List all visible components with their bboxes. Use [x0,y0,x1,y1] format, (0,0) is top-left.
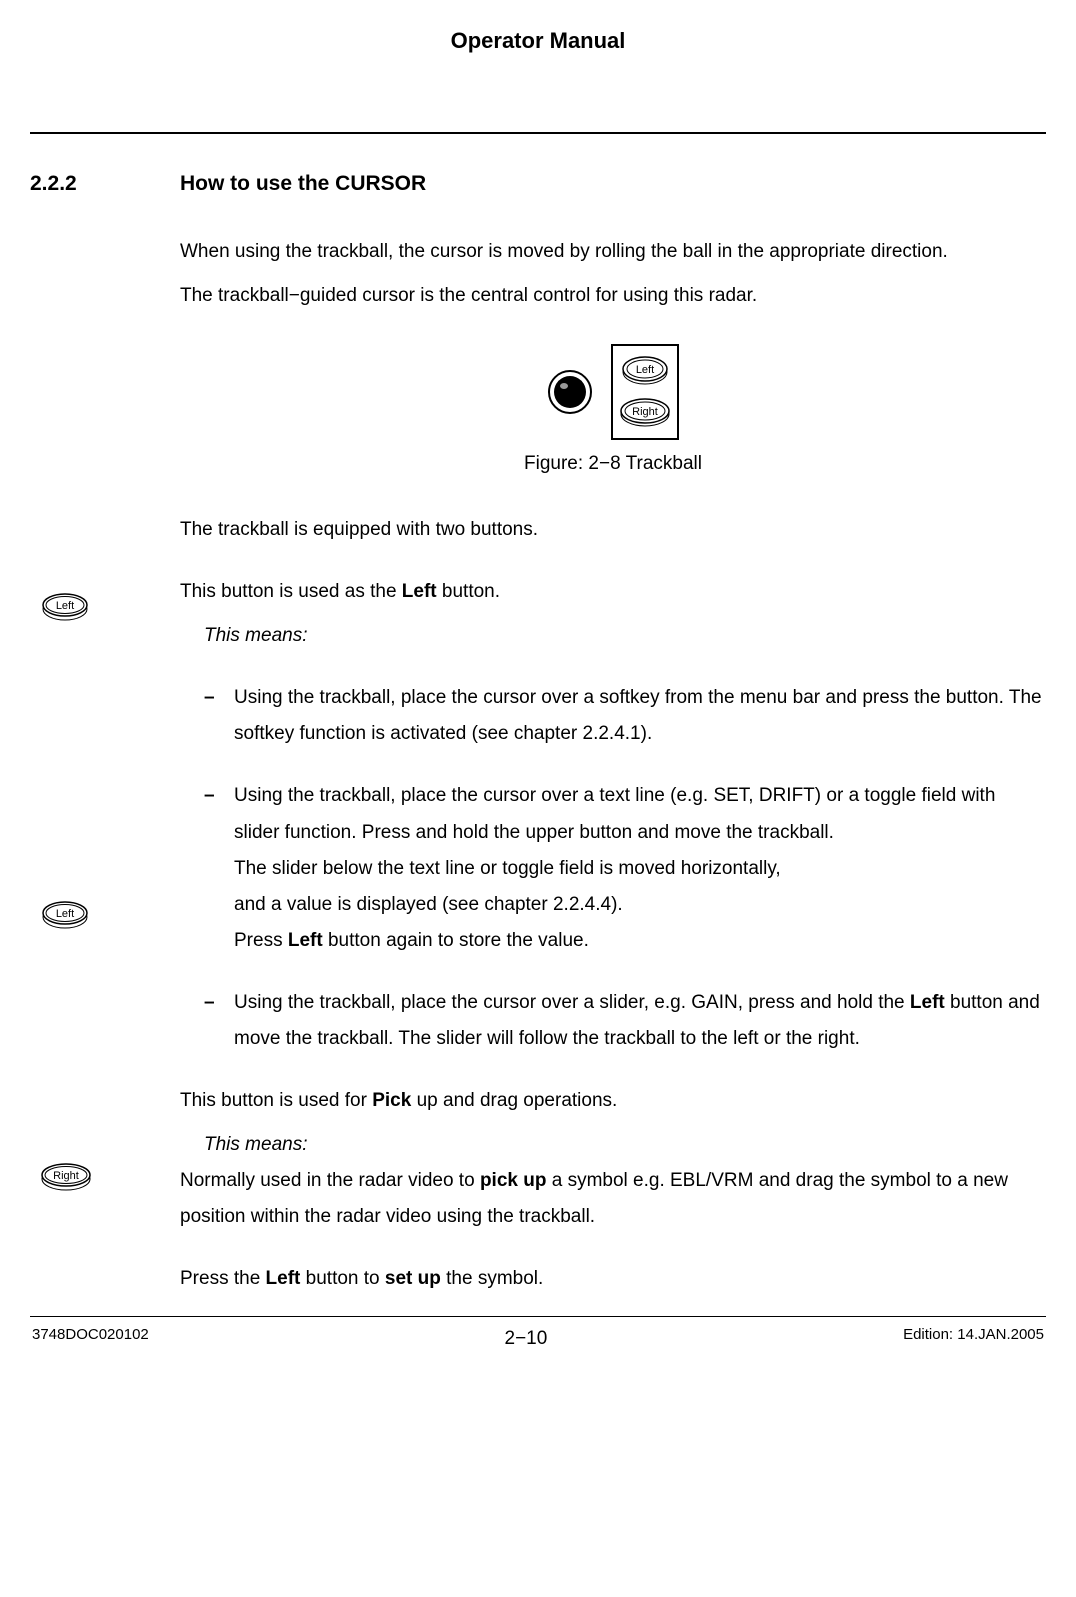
margin-left-button-icon-1: Left [40,589,90,621]
svg-text:Right: Right [53,1170,79,1182]
bullet-dash-icon: – [204,778,222,958]
left-button-intro: This button is used as the Left button. [180,574,1046,610]
footer-page-number: 2−10 [505,1321,548,1357]
margin-left-button-icon-2: Left [40,897,90,929]
footer-edition: Edition: 14.JAN.2005 [903,1321,1044,1357]
equipped-text: The trackball is equipped with two butto… [180,512,1046,548]
intro-paragraph-2: The trackball−guided cursor is the centr… [180,278,1046,314]
bullet-item-1: – Using the trackball, place the cursor … [204,680,1046,752]
section-number: 2.2.2 [30,164,180,204]
footer-doc-id: 3748DOC020102 [32,1321,149,1357]
this-means-label-2: This means: [180,1127,1046,1163]
bullet-dash-icon: – [204,985,222,1057]
section-title: How to use the CURSOR [180,164,1046,204]
svg-text:Left: Left [56,600,74,612]
page-footer: 3748DOC020102 2−10 Edition: 14.JAN.2005 [30,1321,1046,1357]
document-title: Operator Manual [30,20,1046,62]
bullet-item-2: – Using the trackball, place the cursor … [204,778,1046,958]
figure-trackball: Left Right Figure: 2−8 Trackball [180,344,1046,482]
figure-caption: Figure: 2−8 Trackball [180,446,1046,482]
bottom-rule [30,1316,1046,1317]
right-button-body: Normally used in the radar video to pick… [180,1163,1046,1235]
svg-text:Left: Left [56,908,74,920]
bullet-dash-icon: – [204,680,222,752]
intro-paragraph-1: When using the trackball, the cursor is … [180,234,1046,270]
svg-text:Left: Left [636,364,654,376]
bullet-item-3: – Using the trackball, place the cursor … [204,985,1046,1057]
svg-text:Right: Right [632,406,658,418]
top-rule [30,132,1046,134]
final-line: Press the Left button to set up the symb… [180,1261,1046,1297]
trackball-icon [547,369,593,415]
right-button-intro: This button is used for Pick up and drag… [180,1083,1046,1119]
this-means-label-1: This means: [180,618,1046,654]
margin-right-button-icon: Right [40,1159,92,1191]
trackball-buttons-box: Left Right [611,344,679,440]
